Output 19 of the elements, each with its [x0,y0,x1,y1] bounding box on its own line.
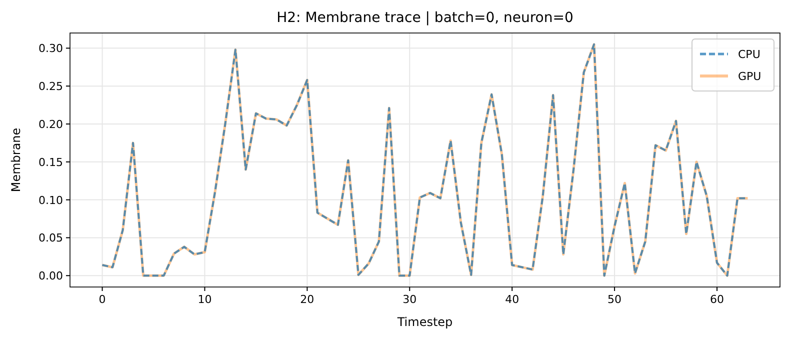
chart-title: H2: Membrane trace | batch=0, neuron=0 [276,10,574,26]
x-tick-label: 60 [710,293,724,306]
x-tick-label: 50 [608,293,622,306]
y-tick-label: 0.15 [38,156,63,169]
x-tick-label: 0 [98,293,106,306]
x-tick-label: 10 [198,293,212,306]
x-tick-label: 40 [505,293,520,306]
y-tick-label: 0.10 [38,194,63,207]
x-axis-title: Timestep [396,315,453,329]
x-tick-label: 30 [402,293,417,306]
y-tick-label: 0.25 [38,80,63,94]
y-tick-label: 0.00 [38,270,63,283]
y-tick-label: 0.30 [38,42,63,56]
y-tick-label: 0.05 [38,232,63,245]
legend-label: CPU [738,48,760,61]
y-axis-title: Membrane [9,128,23,192]
x-tick-label: 20 [300,293,314,306]
legend-label: GPU [738,70,762,83]
y-tick-label: 0.20 [38,118,63,131]
